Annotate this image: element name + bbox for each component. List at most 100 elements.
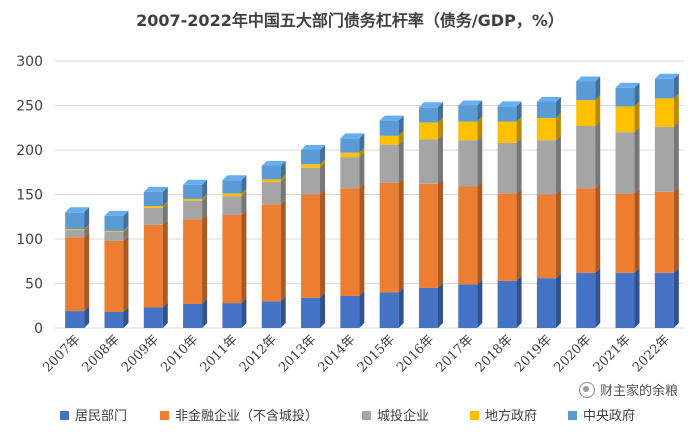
bar-stack [576,76,601,328]
bar-side [673,186,679,273]
bar-top [222,175,247,181]
bar-segment [65,207,90,230]
bar-front [261,166,281,180]
bar-side [359,133,365,153]
bar-segment [615,127,640,194]
bar-side [516,137,522,194]
x-tick-label: 2022年 [630,332,673,375]
chart-title: 2007-2022年中国五大部门债务杠杆率（债务/GDP，%） [136,11,564,30]
bar-front [497,142,517,194]
y-tick-label: 50 [25,277,43,293]
bar-segment [261,177,286,205]
x-tick-label: 2016年 [394,332,437,375]
bar-side [320,189,326,298]
bar-segment [104,225,129,232]
bar-side [241,188,247,197]
bar-segment [183,298,208,328]
bar-side [516,116,522,143]
bar-stack [222,175,247,328]
bar-segment [104,306,129,328]
bar-side [359,183,365,296]
bar-side [477,135,483,187]
bar-side [320,292,326,328]
bar-front [536,101,556,118]
bar-side [241,191,247,215]
bar-side [398,115,404,136]
bar-side [555,96,561,118]
bar-front [379,120,399,136]
x-tick-label: 2018年 [473,332,516,375]
legend-swatch [160,411,169,420]
bar-side [280,161,286,180]
bar-front [418,139,438,184]
bar-front [65,311,85,328]
x-tick-label: 2021年 [591,332,634,375]
bar-front [536,278,556,328]
bar-front [458,186,478,285]
bar-segment [65,306,90,328]
bar-segment [65,225,90,238]
bar-side [477,279,483,328]
bar-front [576,81,596,101]
bar-front [536,194,556,279]
y-axis: 0 50 100 150 200 250 300 [16,54,43,337]
bar-segment [418,102,443,123]
bar-segment [301,159,326,168]
bar-segment [536,189,561,279]
bar-side [555,189,561,279]
legend-swatch [362,411,371,420]
bar-side [162,186,168,207]
bar-side [595,267,601,328]
y-tick-label: 0 [34,321,43,337]
bar-side [280,296,286,328]
legend-swatch [60,411,69,420]
x-tick-label: 2011年 [198,332,241,375]
bar-stack [418,102,443,328]
legend-item: 地方政府 [470,408,537,424]
bar-front [65,229,85,231]
bar-front [261,301,281,328]
bar-side [241,209,247,304]
bar-side [595,120,601,189]
bar-front [183,303,203,328]
bar-front [222,193,242,197]
bar-front [340,295,360,328]
bar-segment [536,135,561,195]
bar-segment [576,183,601,273]
bar-side [634,82,640,107]
bar-front [65,212,85,230]
bar-stack [261,161,286,328]
bar-top [104,210,129,216]
bar-side [634,188,640,273]
bar-top [65,207,90,213]
legend-label: 居民部门 [75,409,127,424]
bar-segment [301,189,326,298]
bar-front [222,214,242,304]
bar-front [615,193,635,273]
bar-stack [301,145,326,328]
x-tick-label: 2010年 [158,332,201,375]
bar-segment [143,202,168,225]
bar-side [84,207,90,230]
bar-segment [418,117,443,140]
bar-front [379,144,399,183]
bar-front [65,230,85,238]
bar-side [162,201,168,208]
bar-stack [104,210,129,328]
bar-top [340,133,365,139]
bar-front [497,280,517,328]
bar-side [634,267,640,328]
bar-front [183,219,203,304]
bar-front [418,287,438,328]
bar-side [241,175,247,194]
bar-stack [654,73,679,328]
bar-stack [183,179,208,328]
bar-side [437,117,443,140]
bar-segment [143,186,168,207]
x-tick-label: 2020年 [551,332,594,375]
bar-segment [340,152,365,189]
bar-stack [379,115,404,328]
bar-front [615,272,635,328]
bar-segment [458,116,483,141]
bar-top [379,115,404,121]
